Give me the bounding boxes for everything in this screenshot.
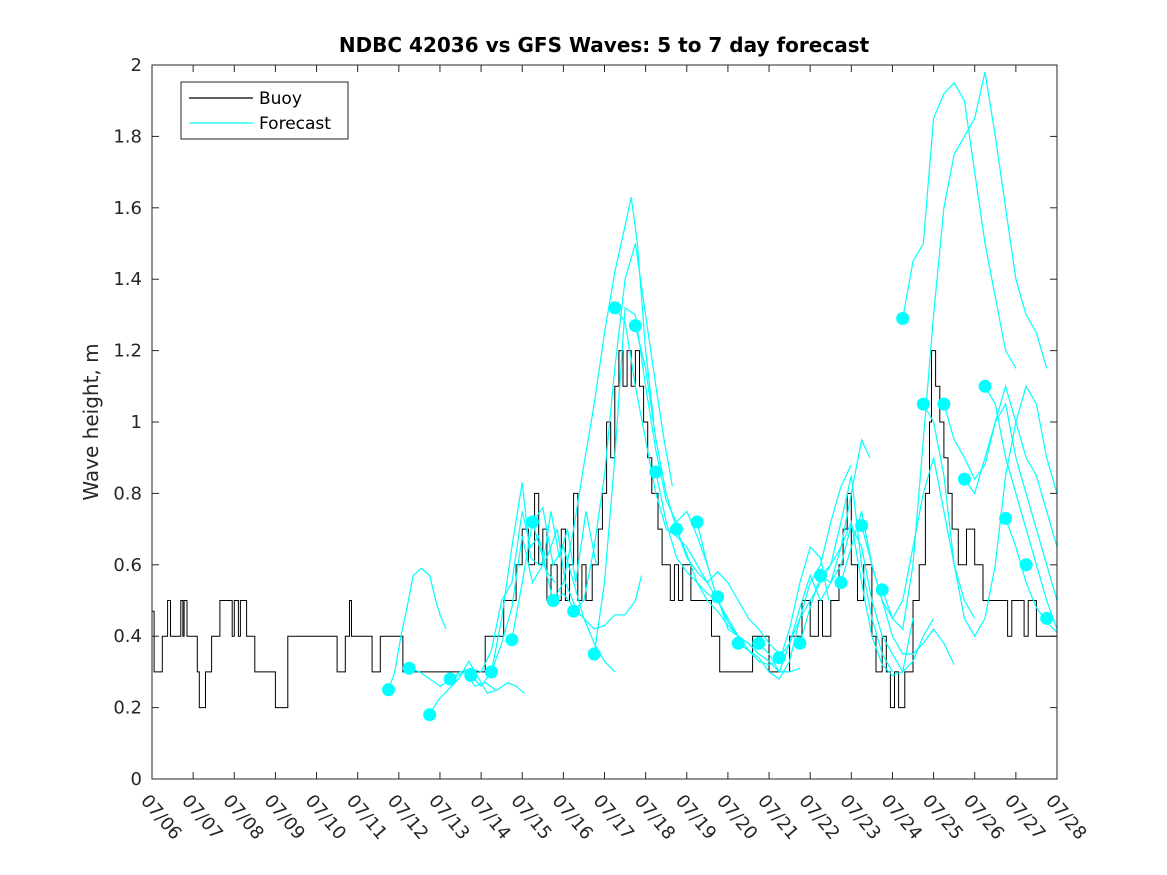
forecast-marker-18 xyxy=(752,636,766,650)
forecast-marker-21 xyxy=(814,569,827,582)
forecast-marker-25 xyxy=(896,312,910,325)
forecast-marker-8 xyxy=(546,594,560,607)
forecast-series-line-10 xyxy=(573,243,673,612)
forecast-marker-1 xyxy=(402,661,416,675)
forecast-series-line-25 xyxy=(881,71,1048,631)
y-tick-label-3: 0.6 xyxy=(113,555,142,576)
legend-label-0: Buoy xyxy=(259,89,302,109)
forecast-series-line-30 xyxy=(984,385,1057,630)
forecast-series-line-11 xyxy=(593,306,708,655)
forecast-series-line-27 xyxy=(922,384,1057,638)
y-axis-label: Wave height, m xyxy=(79,343,103,500)
y-tick-label-0: 0 xyxy=(131,769,142,790)
y-tick-label-2: 0.4 xyxy=(113,626,142,647)
forecast-series-line-1 xyxy=(387,567,447,690)
forecast-series-line-9 xyxy=(552,196,655,601)
forecast-marker-19 xyxy=(772,651,786,665)
forecast-marker-6 xyxy=(505,633,519,647)
forecast-series-line-29 xyxy=(963,402,1057,601)
forecast-marker-27 xyxy=(937,397,951,411)
forecast-marker-29 xyxy=(978,379,992,393)
y-tick-label-4: 0.8 xyxy=(113,483,142,504)
y-tick-label-6: 1.2 xyxy=(113,341,142,362)
forecast-marker-5 xyxy=(484,665,498,679)
forecast-marker-10 xyxy=(587,647,601,661)
forecast-marker-16 xyxy=(711,590,725,604)
forecast-marker-28 xyxy=(957,472,971,486)
forecast-series-line-28 xyxy=(943,384,1057,548)
forecast-marker-22 xyxy=(834,576,848,590)
forecast-series-line-13 xyxy=(634,325,749,651)
y-tick-label-5: 1 xyxy=(131,412,142,433)
forecast-marker-14 xyxy=(670,522,683,536)
forecast-marker-3 xyxy=(443,672,457,686)
plot-area xyxy=(152,71,1057,722)
forecast-marker-12 xyxy=(628,319,642,333)
y-tick-label-1: 0.2 xyxy=(113,698,142,719)
legend: Buoy Forecast xyxy=(180,81,349,140)
forecast-series-line-23 xyxy=(840,511,955,666)
y-tick-label-9: 1.8 xyxy=(113,126,142,147)
forecast-series-line-3 xyxy=(429,659,525,716)
forecast-series-line-19 xyxy=(758,437,871,674)
forecast-marker-20 xyxy=(793,636,807,650)
forecast-marker-9 xyxy=(567,604,581,618)
buoy-series-line xyxy=(152,350,1057,709)
forecast-marker-13 xyxy=(649,465,663,479)
forecast-marker-4 xyxy=(464,669,478,682)
series-group xyxy=(152,71,1057,722)
forecast-marker-26 xyxy=(916,397,930,411)
legend-box xyxy=(180,81,349,140)
forecast-series-line-22 xyxy=(820,523,935,673)
forecast-series-line-15 xyxy=(675,528,780,655)
forecast-marker-32 xyxy=(1040,611,1054,625)
forecast-marker-31 xyxy=(1019,558,1033,572)
forecast-series-line-20 xyxy=(778,475,894,673)
forecast-marker-30 xyxy=(999,511,1013,525)
legend-label-1: Forecast xyxy=(259,114,331,134)
forecast-series-line-26 xyxy=(902,81,1017,369)
forecast-marker-0 xyxy=(382,683,395,697)
forecast-marker-15 xyxy=(690,515,704,529)
forecast-series-line-8 xyxy=(531,521,643,630)
y-tick-label-7: 1.4 xyxy=(113,269,142,290)
forecast-series-line-6 xyxy=(490,511,597,673)
forecast-series-line-4 xyxy=(449,511,556,680)
forecast-marker-7 xyxy=(526,515,539,529)
forecast-marker-17 xyxy=(731,636,745,650)
forecast-marker-24 xyxy=(875,583,889,597)
y-tick-label-10: 2 xyxy=(131,55,142,76)
forecast-marker-11 xyxy=(608,301,622,315)
forecast-marker-2 xyxy=(423,708,437,722)
y-tick-label-8: 1.6 xyxy=(113,198,142,219)
forecast-marker-23 xyxy=(855,519,869,532)
chart-title: NDBC 42036 vs GFS Waves: 5 to 7 day fore… xyxy=(339,33,870,57)
